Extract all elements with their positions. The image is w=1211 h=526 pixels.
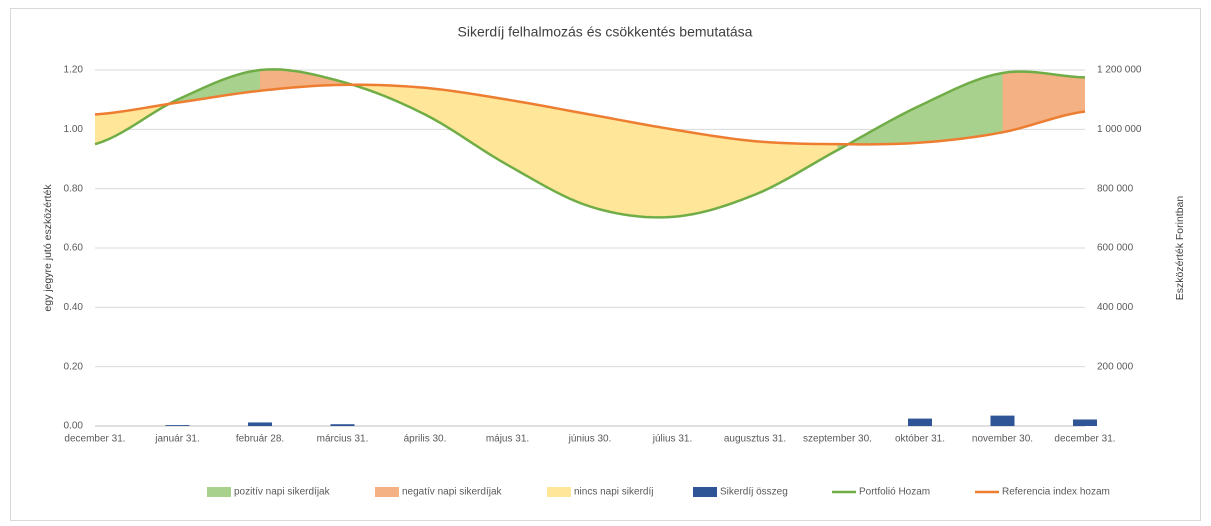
x-tick-label: október 31. (895, 434, 945, 445)
legend-label: nincs napi sikerdíj (574, 487, 653, 498)
legend-label: negatív napi sikerdíjak (402, 487, 503, 498)
y-tick-label: 1.20 (64, 65, 84, 76)
area-segment (672, 129, 755, 217)
area-segment (342, 81, 425, 115)
legend-swatch (547, 487, 571, 497)
chart-title: Sikerdíj felhalmozás és csökkentés bemut… (458, 24, 753, 40)
area-segment (507, 99, 590, 207)
line (94, 68, 1086, 219)
y-tick-label: 0.40 (64, 302, 84, 313)
x-tick-label: december 31. (64, 434, 125, 445)
y2-tick-label: 200 000 (1097, 361, 1134, 372)
legend-swatch (375, 487, 399, 497)
area-segment (1002, 71, 1085, 133)
x-tick-label: április 30. (404, 434, 447, 445)
legend-label: pozitív napi sikerdíjak (234, 487, 331, 498)
y-axis-title: egy jegyre jutó eszközérték (42, 184, 54, 312)
y2-tick-label: 1 200 000 (1097, 65, 1142, 76)
y2-tick-label: 400 000 (1097, 302, 1134, 313)
y-tick-label: 0.80 (64, 183, 84, 194)
x-tick-label: február 28. (236, 434, 284, 445)
legend-label: Referencia index hozam (1002, 487, 1110, 498)
y-tick-label: 1.00 (64, 124, 84, 135)
x-tick-label: március 31. (317, 434, 369, 445)
y2-tick-label: 600 000 (1097, 243, 1134, 254)
x-tick-label: július 31. (652, 434, 692, 445)
bar (1073, 419, 1097, 426)
area-segment (755, 141, 838, 195)
x-tick-label: június 30. (568, 434, 612, 445)
y2-tick-label: 800 000 (1097, 183, 1134, 194)
y2-axis-title: Eszközérték Forintban (1174, 196, 1186, 301)
legend-swatch (207, 487, 231, 497)
legend-label: Portfolió Hozam (859, 487, 930, 498)
x-tick-label: december 31. (1054, 434, 1115, 445)
line (94, 83, 1086, 146)
area-segment (920, 72, 1003, 143)
bar (165, 425, 190, 426)
x-tick-label: november 30. (972, 434, 1033, 445)
bar (990, 415, 1015, 426)
area-segment (425, 87, 508, 165)
bar (330, 424, 355, 426)
x-tick-label: augusztus 31. (724, 434, 786, 445)
bar (248, 422, 272, 426)
y-tick-label: 0.00 (64, 421, 84, 432)
area-segment (590, 114, 673, 218)
legend-swatch (693, 487, 717, 497)
x-tick-label: május 31. (486, 434, 529, 445)
y2-tick-label: 1 000 000 (1097, 124, 1142, 135)
bar (908, 418, 932, 426)
legend-label: Sikerdíj összeg (720, 487, 788, 498)
area-segment (177, 70, 260, 103)
y-tick-label: 0.60 (64, 243, 84, 254)
x-tick-label: szeptember 30. (803, 434, 872, 445)
x-tick-label: január 31. (154, 434, 199, 445)
y-tick-label: 0.20 (64, 361, 84, 372)
